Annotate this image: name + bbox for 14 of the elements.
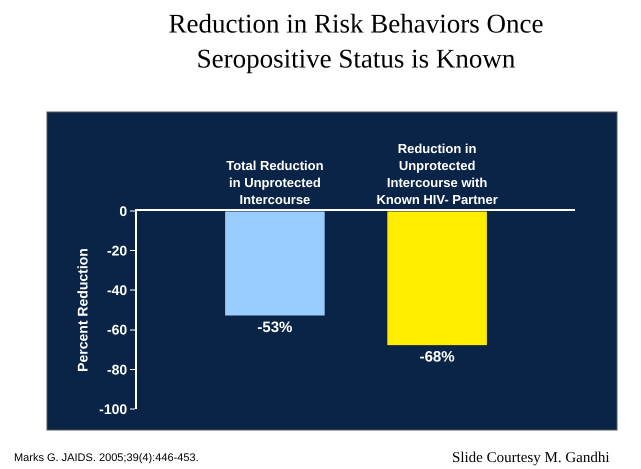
data-label: -53% bbox=[257, 318, 292, 336]
y-tick-label: 0 bbox=[119, 202, 128, 219]
y-tick-label: -100 bbox=[99, 400, 128, 417]
y-tick-label: -20 bbox=[106, 242, 128, 258]
x-tick-label: Reduction in Unprotected Intercourse with Known HIV- Partner bbox=[376, 141, 498, 207]
x-tick-label: Total Reduction in Unprotected Intercourse bbox=[226, 158, 324, 207]
text: Marks G. JAIDS. 2005;39(4):446-453. bbox=[14, 452, 199, 464]
y-tick-label: -40 bbox=[106, 282, 128, 298]
y-axis-title: Percent Reduction bbox=[74, 248, 90, 372]
chart-title: Reduction in Risk Behaviors Once Seropositive Status is Known bbox=[168, 8, 544, 74]
text: Slide Courtesy M. Gandhi bbox=[452, 450, 610, 466]
y-tick-label: -80 bbox=[106, 361, 128, 378]
data-label: -68% bbox=[420, 348, 455, 366]
y-tick-label: -60 bbox=[106, 322, 128, 338]
